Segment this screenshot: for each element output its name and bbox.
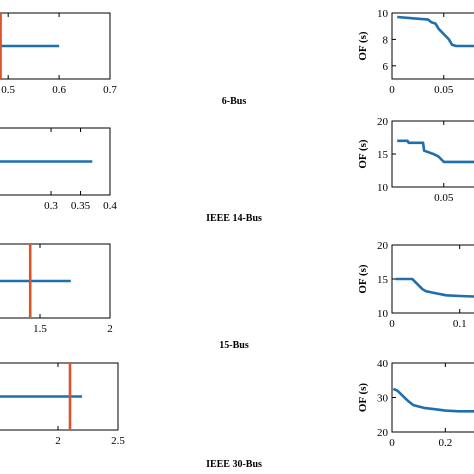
plot-frame <box>0 12 111 80</box>
x-tick-label: 2.5 <box>111 435 125 447</box>
panel-8: 0 0.2 40 30 20 OF (s) <box>357 358 474 449</box>
panel-3: 0.3 0.35 0.4 <box>0 127 117 212</box>
x-tick-label: 0.4 <box>103 200 117 212</box>
series-line <box>397 15 474 48</box>
x-tick-label: 0.2 <box>438 437 452 449</box>
y-tick-label: 20 <box>377 240 389 252</box>
series-line <box>397 139 474 164</box>
y-tick-label: 20 <box>377 427 389 439</box>
y-tick-label: 10 <box>377 308 389 320</box>
x-tick-label: 0.5 <box>1 84 15 96</box>
panel-6: 0 0.1 20 15 10 OF (s) <box>357 240 474 330</box>
panel-5: 1.5 2 <box>0 243 113 335</box>
x-tick-label: 0.05 <box>434 192 454 204</box>
y-tick-label: 20 <box>377 116 389 128</box>
caption-ieee-30-bus: IEEE 30-Bus <box>206 459 262 470</box>
x-tick-label: 2 <box>107 323 113 335</box>
caption-15-bus: 15-Bus <box>219 340 249 351</box>
caption-ieee-14-bus: IEEE 14-Bus <box>206 213 262 224</box>
y-axis-label: OF (s) <box>357 31 369 61</box>
y-tick-label: 10 <box>377 8 389 20</box>
y-axis-label: OF (s) <box>357 264 369 294</box>
panel-4: 0.05 20 15 10 OF (s) <box>357 116 474 204</box>
y-tick-label: 30 <box>377 393 389 405</box>
y-axis-label: OF (s) <box>357 383 369 413</box>
y-tick-label: 15 <box>377 274 389 286</box>
y-tick-label: 8 <box>383 34 389 46</box>
x-tick-label: 0.6 <box>52 84 66 96</box>
panel-2: 0 0.05 10 8 6 OF (s) <box>357 8 474 96</box>
x-tick-label: 0.1 <box>453 318 467 330</box>
x-tick-label: 0.35 <box>71 200 91 212</box>
plot-frame <box>391 12 474 80</box>
x-tick-label: 0 <box>389 84 395 96</box>
panel-1: 0.5 0.6 0.7 <box>0 12 117 96</box>
x-tick-label: 0.3 <box>44 200 58 212</box>
plot-frame <box>0 243 111 319</box>
y-tick-label: 40 <box>377 358 389 370</box>
x-tick-label: 0.7 <box>103 84 117 96</box>
x-tick-label: 0 <box>389 318 395 330</box>
x-tick-label: 0 <box>389 437 395 449</box>
x-tick-label: 1.5 <box>33 323 47 335</box>
y-axis-label: OF (s) <box>357 139 369 169</box>
x-tick-label: 0.05 <box>434 84 454 96</box>
y-tick-label: 10 <box>377 182 389 194</box>
y-tick-label: 6 <box>383 61 389 73</box>
caption-6-bus: 6-Bus <box>222 96 247 107</box>
panel-7: 2 2.5 <box>0 362 125 447</box>
series-line <box>395 277 474 298</box>
y-tick-label: 15 <box>377 149 389 161</box>
x-tick-label: 2 <box>55 435 61 447</box>
plot-frame <box>0 127 111 196</box>
series-line <box>392 387 474 413</box>
